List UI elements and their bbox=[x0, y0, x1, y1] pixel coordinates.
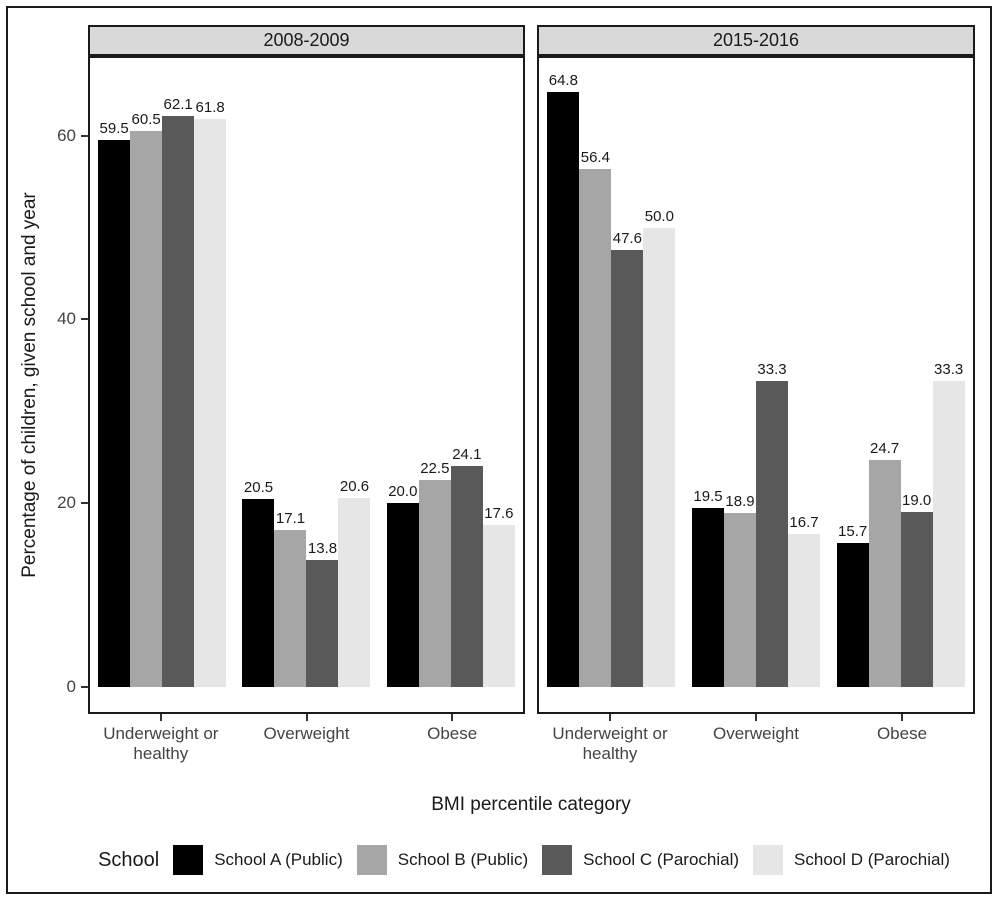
facet-strip: 2008-2009 bbox=[88, 25, 525, 56]
bar: 61.8 bbox=[194, 99, 227, 687]
bar: 64.8 bbox=[547, 72, 580, 687]
bar: 16.7 bbox=[787, 514, 820, 687]
y-tick-label: 40 bbox=[57, 309, 76, 329]
facet-panel: 59.5 60.5 62.1 61.8 20.5 17.1 13.8 20.6 20.0 22.5… bbox=[88, 56, 525, 714]
bar-value-label: 19.0 bbox=[902, 492, 932, 510]
bar-value-label: 20.6 bbox=[339, 477, 370, 495]
bar-value-label: 33.3 bbox=[934, 361, 964, 378]
bar-value-label: 47.6 bbox=[612, 229, 642, 247]
x-tick-label: Underweight or healthy bbox=[552, 724, 668, 763]
bar-value-label: 33.3 bbox=[757, 361, 787, 378]
x-tick-mark bbox=[901, 714, 903, 721]
legend-swatch bbox=[753, 845, 784, 875]
bar-value-label: 24.1 bbox=[452, 445, 482, 463]
legend-label: School A (Public) bbox=[214, 850, 343, 869]
bar: 20.0 bbox=[386, 483, 419, 687]
x-tick-label: Obese bbox=[876, 724, 928, 743]
bar-group: 64.8 56.4 47.6 50.0 bbox=[539, 58, 684, 687]
bar-value-label: 15.7 bbox=[838, 522, 868, 540]
legend-item: School B (Public) bbox=[356, 845, 529, 875]
x-tick-mark bbox=[609, 714, 611, 721]
bar: 17.6 bbox=[482, 505, 515, 687]
bar: 59.5 bbox=[98, 120, 131, 687]
bar-value-label: 50.0 bbox=[644, 207, 674, 225]
bar-group: 15.7 24.7 19.0 33.3 bbox=[828, 58, 973, 687]
x-tick-mark bbox=[305, 714, 308, 721]
legend-label: School D (Parochial) bbox=[794, 850, 950, 869]
x-tick-mark bbox=[755, 714, 757, 721]
bar-value-label: 61.8 bbox=[195, 99, 225, 117]
bar-value-label: 24.7 bbox=[870, 440, 900, 457]
legend-item: School D (Parochial) bbox=[753, 845, 950, 875]
bar-value-label: 62.1 bbox=[163, 96, 193, 114]
legend-item: School A (Public) bbox=[173, 845, 343, 875]
bar: 60.5 bbox=[130, 111, 163, 687]
bar-group: 19.5 18.9 33.3 16.7 bbox=[684, 58, 829, 687]
x-axis-title: BMI percentile category bbox=[431, 794, 631, 815]
bar-value-label: 56.4 bbox=[580, 148, 610, 166]
bar: 18.9 bbox=[723, 493, 756, 687]
bar: 19.0 bbox=[900, 492, 933, 687]
bar-value-label: 20.0 bbox=[388, 483, 418, 501]
bar-group: 20.5 17.1 13.8 20.6 bbox=[234, 58, 378, 687]
y-tick-mark bbox=[81, 134, 88, 137]
y-tick-label: 60 bbox=[57, 125, 76, 145]
y-tick-mark bbox=[81, 318, 88, 321]
y-axis-title: Percentage of children, given school and… bbox=[19, 192, 40, 578]
bar: 33.3 bbox=[932, 361, 965, 687]
legend-label: School B (Public) bbox=[397, 850, 529, 869]
y-tick-label: 0 bbox=[66, 677, 76, 696]
x-tick-mark bbox=[451, 714, 454, 721]
bar: 20.5 bbox=[242, 479, 275, 687]
bar-value-label: 17.1 bbox=[275, 509, 306, 527]
bar: 33.3 bbox=[755, 361, 788, 687]
bar: 15.7 bbox=[836, 523, 869, 687]
bar-value-label: 64.8 bbox=[548, 71, 578, 89]
x-tick-label: Obese bbox=[427, 724, 478, 743]
bar: 62.1 bbox=[162, 96, 195, 687]
y-tick-mark bbox=[81, 686, 88, 688]
bar: 13.8 bbox=[306, 540, 339, 687]
x-tick-mark bbox=[159, 714, 162, 721]
legend-title: School bbox=[98, 848, 160, 871]
bar-value-label: 20.5 bbox=[243, 478, 274, 496]
figure-border bbox=[6, 6, 992, 894]
legend: School School A (Public) School B (Public… bbox=[31, 832, 1000, 888]
bar: 17.1 bbox=[274, 510, 307, 687]
bar: 20.6 bbox=[338, 478, 371, 687]
y-tick-mark bbox=[81, 502, 88, 505]
bar: 56.4 bbox=[579, 149, 612, 687]
bar: 47.6 bbox=[611, 230, 644, 687]
bar-value-label: 17.6 bbox=[484, 505, 514, 523]
x-tick-label: Underweight or healthy bbox=[103, 724, 219, 763]
legend-item: School C (Parochial) bbox=[542, 845, 739, 875]
bar-value-label: 60.5 bbox=[131, 111, 161, 128]
bar-value-label: 59.5 bbox=[99, 120, 129, 138]
legend-swatch bbox=[542, 845, 573, 875]
legend-swatch bbox=[173, 845, 204, 875]
legend-swatch bbox=[356, 845, 387, 875]
bar: 24.1 bbox=[450, 446, 483, 687]
facet-strip-label: 2008-2009 bbox=[263, 30, 350, 50]
facet-strip: 2015-2016 bbox=[537, 25, 975, 56]
bar: 22.5 bbox=[418, 460, 451, 687]
bar-value-label: 16.7 bbox=[789, 513, 819, 531]
bar-value-label: 19.5 bbox=[693, 487, 723, 505]
bar-value-label: 13.8 bbox=[307, 540, 338, 558]
bar-group: 20.0 22.5 24.1 17.6 bbox=[379, 58, 523, 687]
bar-value-label: 22.5 bbox=[420, 460, 450, 478]
bar: 50.0 bbox=[643, 208, 676, 687]
y-tick-label: 20 bbox=[57, 493, 76, 513]
bar: 19.5 bbox=[691, 488, 724, 687]
bar: 24.7 bbox=[868, 440, 901, 687]
bar-group: 59.5 60.5 62.1 61.8 bbox=[90, 58, 234, 687]
facet-strip-label: 2015-2016 bbox=[712, 30, 800, 50]
x-tick-label: Overweight bbox=[713, 724, 799, 743]
legend-label: School C (Parochial) bbox=[583, 850, 740, 869]
x-tick-label: Overweight bbox=[263, 724, 350, 743]
facet-panel: 64.8 56.4 47.6 50.0 19.5 18.9 33.3 16.7 15.7 24.7… bbox=[537, 56, 975, 714]
bar-value-label: 18.9 bbox=[725, 493, 755, 511]
